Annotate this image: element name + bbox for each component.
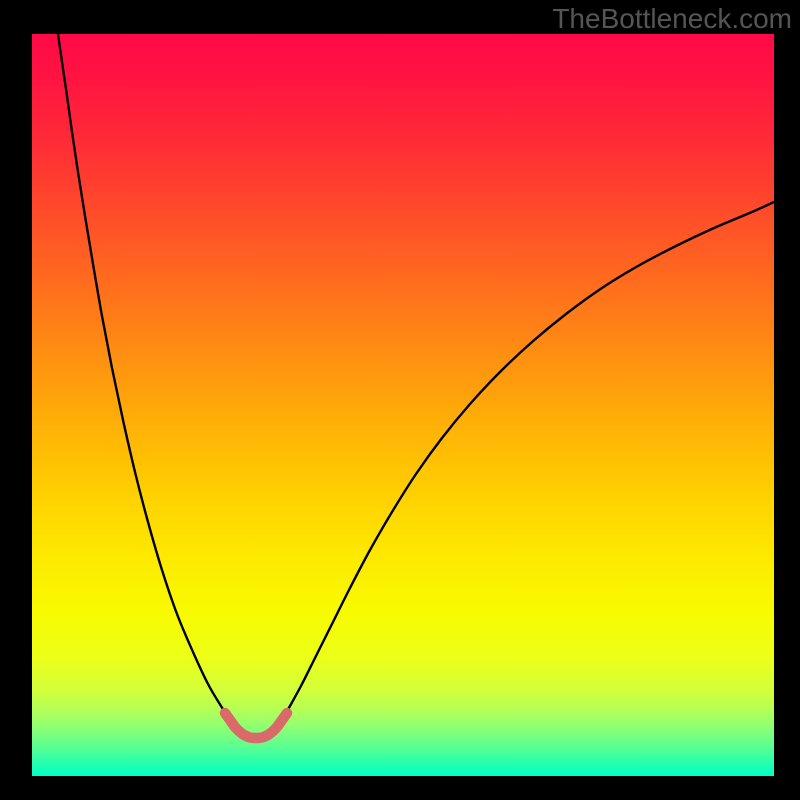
plot-area: [0, 0, 800, 800]
gradient-background: [32, 34, 774, 776]
plot-svg: [0, 0, 800, 800]
